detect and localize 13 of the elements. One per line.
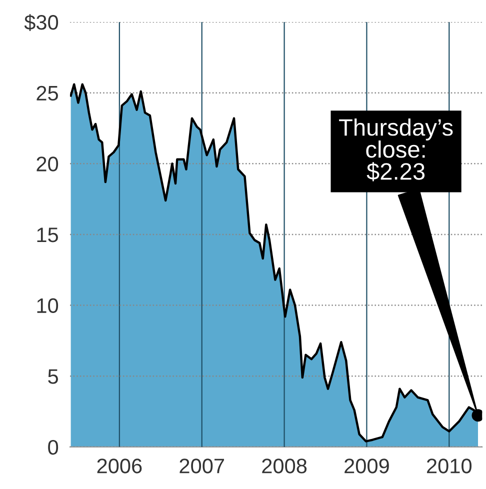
y-tick-label: 10 [37, 298, 58, 314]
x-tick-label: 2007 [180, 458, 224, 474]
y-tick-label: 5 [48, 369, 58, 384]
x-tick-label: 2009 [344, 458, 389, 474]
y-tick-label: $30 [24, 14, 58, 31]
y-tick-label: 20 [36, 156, 58, 172]
y-tick-label: 15 [37, 228, 58, 242]
annotation: Thursday’s close: $2.23 [339, 118, 453, 182]
x-tick-label: 2006 [97, 458, 142, 474]
x-tick-label: 2010 [427, 458, 472, 474]
y-tick-label: 25 [36, 86, 58, 101]
x-tick-label: 2008 [262, 458, 307, 474]
y-tick-label: 0 [48, 440, 58, 455]
